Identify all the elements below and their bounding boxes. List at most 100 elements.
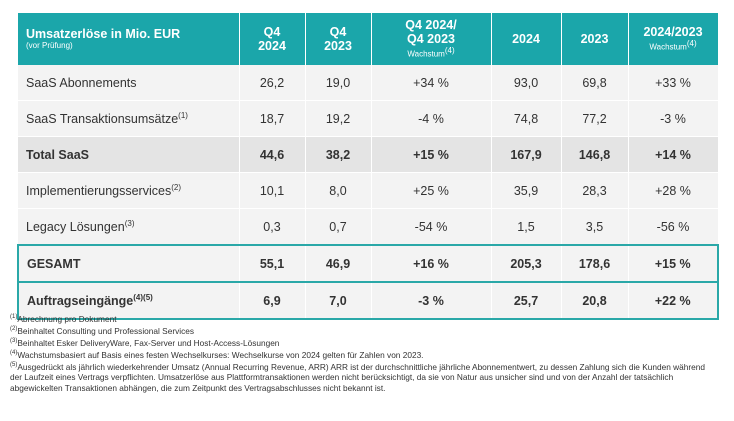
table-cell: 18,7 [239, 100, 306, 137]
header-title-cell: Umsatzerlöse in Mio. EUR (vor Prüfung) [18, 13, 240, 65]
table-cell: 3,5 [561, 208, 629, 246]
footnote-ref: (4)(5) [133, 292, 153, 302]
table-cell: +34 % [371, 65, 492, 101]
table-cell: -56 % [628, 208, 719, 246]
footnote-ref: (2) [171, 182, 181, 192]
footnote: (1)Abrechnung pro Dokument [10, 312, 710, 324]
table-cell: -3 % [371, 281, 492, 320]
column-header: Q4 2023 [305, 13, 372, 65]
row-label: Auftragseingänge(4)(5) [17, 281, 240, 320]
table-title: Umsatzerlöse in Mio. EUR [26, 27, 181, 41]
column-header: Q4 2024 [239, 13, 306, 65]
table-cell: 25,7 [491, 281, 562, 320]
row-label-text: Legacy Lösungen [26, 220, 125, 235]
row-label-text: Auftragseingänge [27, 294, 134, 309]
table-cell: -4 % [371, 100, 492, 137]
row-label: GESAMT [17, 244, 240, 283]
column-header-line: 2023 [324, 39, 352, 53]
footnote-text: Wachstumsbasiert auf Basis eines festen … [17, 349, 424, 360]
row-label-text: Total SaaS [26, 148, 89, 163]
footnote-ref: (4) [444, 46, 455, 56]
table-subtitle: (vor Prüfung) [26, 41, 73, 50]
table-cell: 26,2 [239, 65, 306, 101]
table-cell: -3 % [628, 100, 719, 137]
row-label-text: SaaS Transaktionsumsätze [26, 112, 179, 127]
row-label: SaaS Abonnements [18, 65, 240, 101]
column-header-line: Q4 [263, 25, 281, 39]
column-header-line: 2023 [580, 32, 609, 46]
row-label: Total SaaS [18, 136, 240, 173]
table-row: SaaS Transaktionsumsätze(1) 18,7 19,2 -4 % 7… [18, 100, 719, 137]
column-header: 2024/2023 Wachstum(4) [628, 13, 719, 65]
column-header: 2024 [491, 13, 562, 65]
footnote-marker: (1) [10, 314, 18, 320]
footnote: (5)Ausgedrückt als jährlich wiederkehren… [10, 360, 710, 393]
revenue-table: Umsatzerlöse in Mio. EUR (vor Prüfung) Q4… [17, 13, 719, 320]
column-header-note: Wachstum [649, 42, 687, 52]
table-cell: +33 % [628, 65, 719, 101]
column-header-line: Q4 2024/ [405, 18, 457, 33]
table-cell: +16 % [371, 244, 492, 283]
column-header-line: 2024/2023 [643, 25, 703, 40]
table-cell: +25 % [371, 172, 492, 209]
table-cell: 93,0 [491, 65, 562, 101]
table-cell: 19,2 [305, 100, 372, 137]
row-label: Legacy Lösungen(3) [18, 208, 240, 246]
footnote-text: Beinhaltet Consulting und Professional S… [17, 325, 194, 336]
column-header-note: Wachstum [407, 49, 445, 59]
column-header-line: Q4 [329, 25, 347, 39]
footnote-text: Abrechnung pro Dokument [17, 313, 117, 324]
header-row: Umsatzerlöse in Mio. EUR (vor Prüfung) Q4… [18, 13, 719, 65]
row-label: Implementierungsservices(2) [18, 172, 240, 209]
footnote-marker: (2) [10, 326, 18, 333]
table-cell: 8,0 [305, 172, 372, 209]
table-cell: -54 % [371, 208, 492, 246]
table-cell: +15 % [371, 136, 492, 173]
table-cell: 28,3 [561, 172, 629, 209]
footnote: (3)Beinhaltet Esker DeliveryWare, Fax-Se… [10, 336, 710, 348]
table-cell: 69,8 [561, 65, 629, 101]
table-cell: 205,3 [491, 244, 562, 283]
column-header: 2023 [561, 13, 629, 65]
table-row: Total SaaS 44,6 38,2 +15 % 167,9 146,8 +14 % [18, 136, 719, 173]
table-cell: 7,0 [305, 281, 372, 320]
table-cell: 35,9 [491, 172, 562, 209]
table-row: Legacy Lösungen(3) 0,3 0,7 -54 % 1,5 3,5 -56 % [18, 208, 719, 246]
table-cell: 167,9 [491, 136, 562, 173]
table-cell: 77,2 [561, 100, 629, 137]
table-cell: 44,6 [239, 136, 306, 173]
footnote-ref: (3) [124, 218, 135, 228]
row-label: SaaS Transaktionsumsätze(1) [18, 100, 240, 137]
footnote: (2)Beinhaltet Consulting und Professiona… [10, 324, 710, 336]
table-cell: 74,8 [491, 100, 562, 137]
table-cell: 6,9 [239, 281, 306, 320]
table-cell: 0,7 [305, 208, 372, 246]
footnote-ref: (4) [686, 39, 697, 49]
footnote-text: Ausgedrückt als jährlich wiederkehrender… [10, 362, 705, 393]
table-cell: +28 % [628, 172, 719, 209]
footnote-marker: (5) [10, 362, 18, 369]
table-row: Implementierungsservices(2) 10,1 8,0 +25 % 3… [18, 172, 719, 209]
table-cell: 1,5 [491, 208, 562, 246]
table-row: GESAMT 55,1 46,9 +16 % 205,3 178,6 +15 % [17, 244, 719, 283]
table-cell: 55,1 [239, 244, 306, 283]
column-header-line: Q4 2023 [407, 32, 455, 47]
table-cell: +15 % [628, 244, 719, 283]
table-cell: 178,6 [561, 244, 629, 283]
table-cell: 46,9 [305, 244, 372, 283]
table-cell: 10,1 [239, 172, 306, 209]
table-cell: 38,2 [305, 136, 372, 173]
table-row: SaaS Abonnements 26,2 19,0 +34 % 93,0 69,8 +33… [18, 65, 719, 101]
table-cell: 146,8 [561, 136, 629, 173]
row-label-text: SaaS Abonnements [26, 76, 137, 91]
table-cell: 19,0 [305, 65, 372, 101]
footnote-ref: (1) [178, 110, 188, 120]
row-label-text: GESAMT [27, 257, 81, 272]
footnotes: (1)Abrechnung pro Dokument (2)Beinhaltet … [10, 312, 710, 393]
table-cell: +22 % [628, 281, 719, 320]
footnote-text: Beinhaltet Esker DeliveryWare, Fax-Serve… [17, 337, 280, 348]
revenue-table-container: Umsatzerlöse in Mio. EUR (vor Prüfung) Q4… [17, 13, 719, 320]
table-cell: 0,3 [239, 208, 306, 246]
table-cell: 20,8 [561, 281, 629, 320]
column-header: Q4 2024/Q4 2023 Wachstum(4) [371, 13, 492, 65]
